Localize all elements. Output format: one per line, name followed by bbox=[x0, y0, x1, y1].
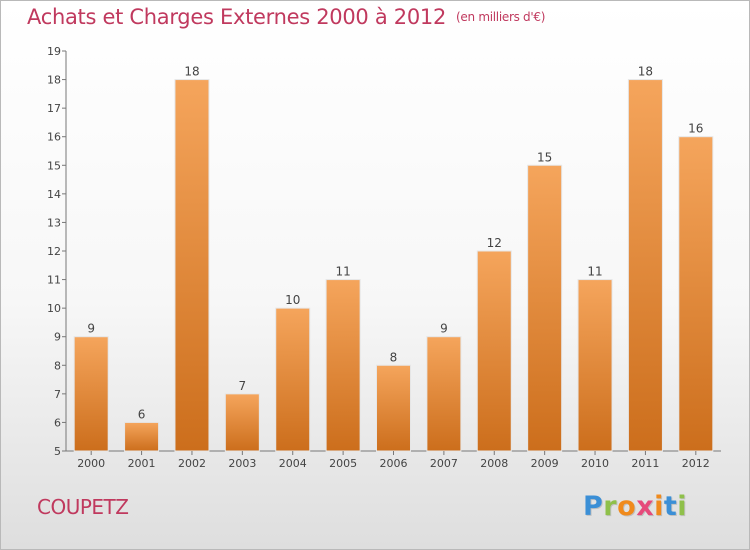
y-tick-label: 18 bbox=[47, 74, 61, 87]
bar-value-label: 7 bbox=[239, 379, 247, 393]
x-tick-label: 2001 bbox=[128, 457, 156, 470]
logo-letter: i bbox=[654, 491, 664, 522]
bar bbox=[627, 79, 663, 452]
bar bbox=[275, 307, 311, 452]
y-tick-label: 13 bbox=[47, 216, 61, 229]
y-tick-label: 10 bbox=[47, 302, 61, 315]
chart-title-text: Achats et Charges Externes 2000 à 2012 bbox=[27, 5, 447, 29]
y-tick-label: 9 bbox=[54, 331, 61, 344]
y-tick-label: 12 bbox=[47, 245, 61, 258]
chart-subtitle: (en milliers d'€) bbox=[456, 10, 546, 24]
bar bbox=[325, 279, 361, 452]
x-tick-label: 2004 bbox=[279, 457, 307, 470]
logo-letter: o bbox=[617, 491, 637, 522]
logo-letter: i bbox=[677, 491, 688, 522]
y-tick-label: 6 bbox=[54, 416, 61, 429]
y-tick-label: 8 bbox=[54, 359, 61, 372]
logo-letter: r bbox=[603, 491, 618, 522]
proxiti-logo[interactable]: Proxiti bbox=[583, 491, 687, 522]
x-tick-label: 2007 bbox=[430, 457, 458, 470]
logo-letter: x bbox=[636, 491, 655, 522]
bar bbox=[678, 136, 714, 452]
y-tick-label: 16 bbox=[47, 131, 61, 144]
bar bbox=[224, 393, 260, 452]
y-tick-label: 14 bbox=[47, 188, 61, 201]
bar-value-label: 6 bbox=[138, 407, 146, 421]
commune-name: COUPETZ bbox=[37, 495, 129, 519]
bar-value-label: 18 bbox=[184, 65, 199, 79]
bar-value-label: 12 bbox=[487, 236, 502, 250]
x-tick-label: 2008 bbox=[480, 457, 508, 470]
y-tick-label: 7 bbox=[54, 388, 61, 401]
bar-value-label: 11 bbox=[587, 265, 602, 279]
x-tick-label: 2011 bbox=[631, 457, 659, 470]
bar bbox=[124, 421, 160, 452]
chart-title: Achats et Charges Externes 2000 à 2012 (e… bbox=[27, 5, 545, 29]
bar bbox=[476, 250, 512, 452]
bar bbox=[73, 336, 109, 452]
bar bbox=[426, 336, 462, 452]
bar-value-label: 10 bbox=[285, 293, 300, 307]
x-tick-label: 2009 bbox=[531, 457, 559, 470]
logo-letter: t bbox=[663, 491, 678, 522]
y-tick-label: 5 bbox=[54, 445, 61, 458]
x-tick-label: 2002 bbox=[178, 457, 206, 470]
logo-letter: P bbox=[583, 491, 604, 522]
x-tick-label: 2005 bbox=[329, 457, 357, 470]
bar bbox=[527, 164, 563, 452]
bar bbox=[577, 279, 613, 452]
x-tick-label: 2000 bbox=[77, 457, 105, 470]
bar bbox=[376, 364, 411, 452]
bar-value-label: 11 bbox=[335, 265, 350, 279]
x-tick-label: 2003 bbox=[228, 457, 256, 470]
bar-value-label: 15 bbox=[537, 150, 552, 164]
x-tick-label: 2010 bbox=[581, 457, 609, 470]
bar-value-label: 9 bbox=[440, 322, 448, 336]
bar-value-label: 8 bbox=[390, 350, 398, 364]
y-tick-label: 19 bbox=[47, 45, 61, 58]
bar-value-label: 9 bbox=[87, 322, 95, 336]
y-tick-label: 17 bbox=[47, 102, 61, 115]
bar bbox=[174, 79, 210, 452]
x-tick-label: 2012 bbox=[682, 457, 710, 470]
y-tick-label: 11 bbox=[47, 274, 61, 287]
y-tick-label: 15 bbox=[47, 159, 61, 172]
bar-value-label: 16 bbox=[688, 122, 703, 136]
bar-value-label: 18 bbox=[638, 65, 653, 79]
x-tick-label: 2006 bbox=[380, 457, 408, 470]
